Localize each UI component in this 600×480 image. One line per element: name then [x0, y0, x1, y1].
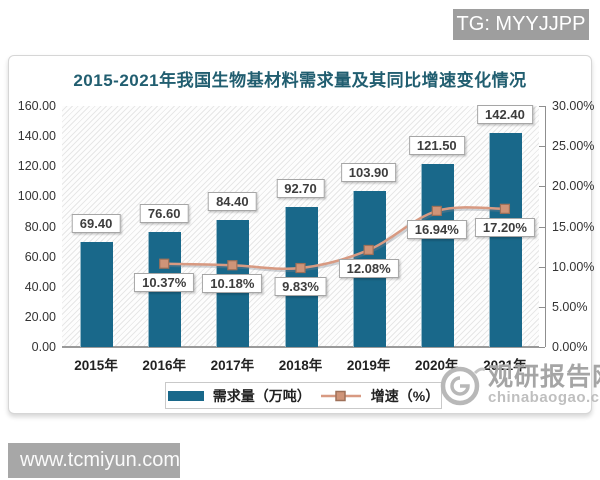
growth-series-swatch	[320, 390, 361, 401]
tg-contact-badge: TG: MYYJJPP	[453, 9, 589, 40]
right-axis-tick-label: 10.00%	[552, 259, 595, 274]
growth-value-label: 16.94%	[406, 219, 467, 239]
left-axis-tick-label: 140.00	[17, 129, 56, 144]
right-axis-tick-label: 20.00%	[552, 179, 595, 194]
right-axis-tick-label: 15.00%	[552, 219, 595, 234]
growth-value-label: 17.20%	[474, 217, 535, 237]
bar	[488, 132, 522, 347]
bar-value-label: 121.50	[408, 135, 465, 155]
chart-title: 2015-2021年我国生物基材料需求量及其同比增速变化情况	[73, 71, 527, 90]
brand-domain: chinabaogao.com	[488, 389, 600, 406]
bar	[420, 163, 454, 347]
bar	[80, 242, 114, 347]
x-axis-category-label: 2016年	[142, 358, 186, 373]
right-axis-tick-mark	[539, 186, 545, 188]
x-axis-category-label: 2015年	[74, 358, 118, 373]
left-axis-tick-label: 0.00	[31, 340, 56, 354]
growth-value-label: 9.83%	[274, 277, 327, 297]
right-axis-line	[545, 106, 546, 347]
x-axis-category-label: 2020年	[415, 358, 459, 373]
bar-value-label: 92.70	[276, 179, 325, 199]
site-url-badge: www.tcmiyun.com	[8, 443, 180, 478]
right-axis-tick-mark	[539, 266, 545, 268]
x-axis-category-label: 2019年	[346, 358, 391, 373]
right-axis-tick-mark	[539, 146, 545, 148]
left-axis-tick-label: 40.00	[24, 279, 56, 294]
right-axis-tick-mark	[539, 347, 545, 348]
bar-value-label: 142.40	[477, 104, 533, 124]
x-axis-category-label: 2021年	[483, 358, 527, 373]
legend-label-growth: 增速（%）	[370, 387, 440, 404]
brand-watermark-text: 观研报告网 chinabaogao.com	[488, 364, 600, 406]
right-axis-tick-label: 25.00%	[552, 139, 595, 154]
right-axis-tick-label: 5.00%	[552, 299, 588, 314]
legend-label-demand: 需求量（万吨）	[212, 387, 311, 404]
growth-value-label: 10.18%	[202, 274, 263, 294]
right-axis-tick-label: 0.00%	[552, 340, 588, 354]
x-axis-category-label: 2017年	[210, 358, 255, 373]
demand-series-swatch	[167, 390, 204, 401]
chart-legend: 需求量（万吨） 增速（%）	[165, 382, 442, 409]
bar-value-label: 84.40	[208, 191, 257, 211]
bar-value-label: 69.40	[71, 214, 121, 234]
chinabaogao-logo-icon	[440, 366, 486, 406]
bar-value-label: 76.60	[139, 203, 189, 223]
right-axis-tick-mark	[539, 106, 545, 107]
left-axis-tick-label: 100.00	[17, 189, 56, 204]
bar-value-label: 103.90	[340, 162, 397, 182]
left-axis-tick-label: 80.00	[24, 219, 56, 234]
left-axis-tick-label: 160.00	[17, 99, 56, 113]
left-axis-tick-label: 120.00	[17, 159, 56, 174]
left-axis-tick-label: 60.00	[24, 249, 56, 264]
x-axis-category-label: 2018年	[278, 358, 323, 373]
right-axis-tick-mark	[539, 306, 545, 308]
left-axis-tick-label: 20.00	[24, 309, 56, 324]
growth-value-label: 12.08%	[338, 258, 399, 278]
right-axis-tick-mark	[539, 226, 545, 228]
brand-watermark: 观研报告网 chinabaogao.com	[438, 364, 600, 408]
right-axis-tick-label: 30.00%	[552, 99, 595, 113]
brand-name: 观研报告网	[488, 363, 600, 391]
growth-value-label: 10.37%	[134, 272, 195, 292]
x-axis-line	[62, 346, 539, 348]
